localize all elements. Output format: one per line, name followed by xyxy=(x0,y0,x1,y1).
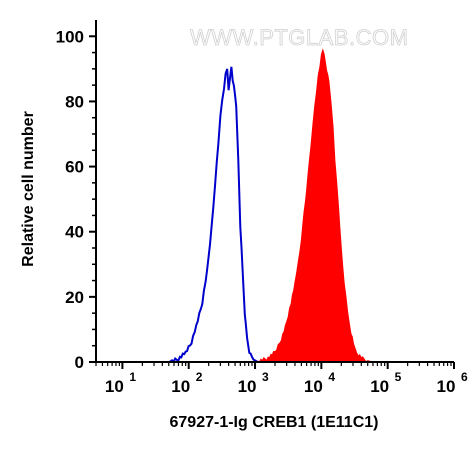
series-1-area xyxy=(96,48,454,363)
x-tick-label-4: 10 xyxy=(304,377,323,396)
axes-layer: 0 20 40 60 80 100 10 1 10 2 10 3 10 4 10 5 10 6 xyxy=(56,20,468,396)
y-tick-label-20: 20 xyxy=(65,288,84,307)
y-axis-title: Relative cell number xyxy=(20,111,37,267)
y-tick-label-80: 80 xyxy=(65,92,84,111)
y-tick-label-40: 40 xyxy=(65,223,84,242)
x-tick-label-2: 10 xyxy=(171,377,190,396)
y-tick-label-0: 0 xyxy=(75,353,84,372)
x-tick-exp-5: 5 xyxy=(395,370,402,384)
y-tick-label-60: 60 xyxy=(65,158,84,177)
x-tick-exp-6: 6 xyxy=(461,370,468,384)
x-tick-label-6: 10 xyxy=(437,377,456,396)
series-layer xyxy=(96,48,454,364)
x-tick-label-3: 10 xyxy=(238,377,257,396)
x-axis-title: 67927-1-Ig CREB1 (1E11C1) xyxy=(170,414,379,431)
y-tick-label-100: 100 xyxy=(56,27,84,46)
x-tick-exp-2: 2 xyxy=(196,370,203,384)
x-tick-exp-3: 3 xyxy=(262,370,269,384)
x-tick-label-5: 10 xyxy=(370,377,389,396)
x-tick-exp-4: 4 xyxy=(328,370,335,384)
x-tick-exp-1: 1 xyxy=(129,370,136,384)
watermark: WWW.PTGLAB.COM xyxy=(190,25,408,50)
series-0-line xyxy=(96,66,454,364)
x-tick-label-1: 10 xyxy=(105,377,124,396)
